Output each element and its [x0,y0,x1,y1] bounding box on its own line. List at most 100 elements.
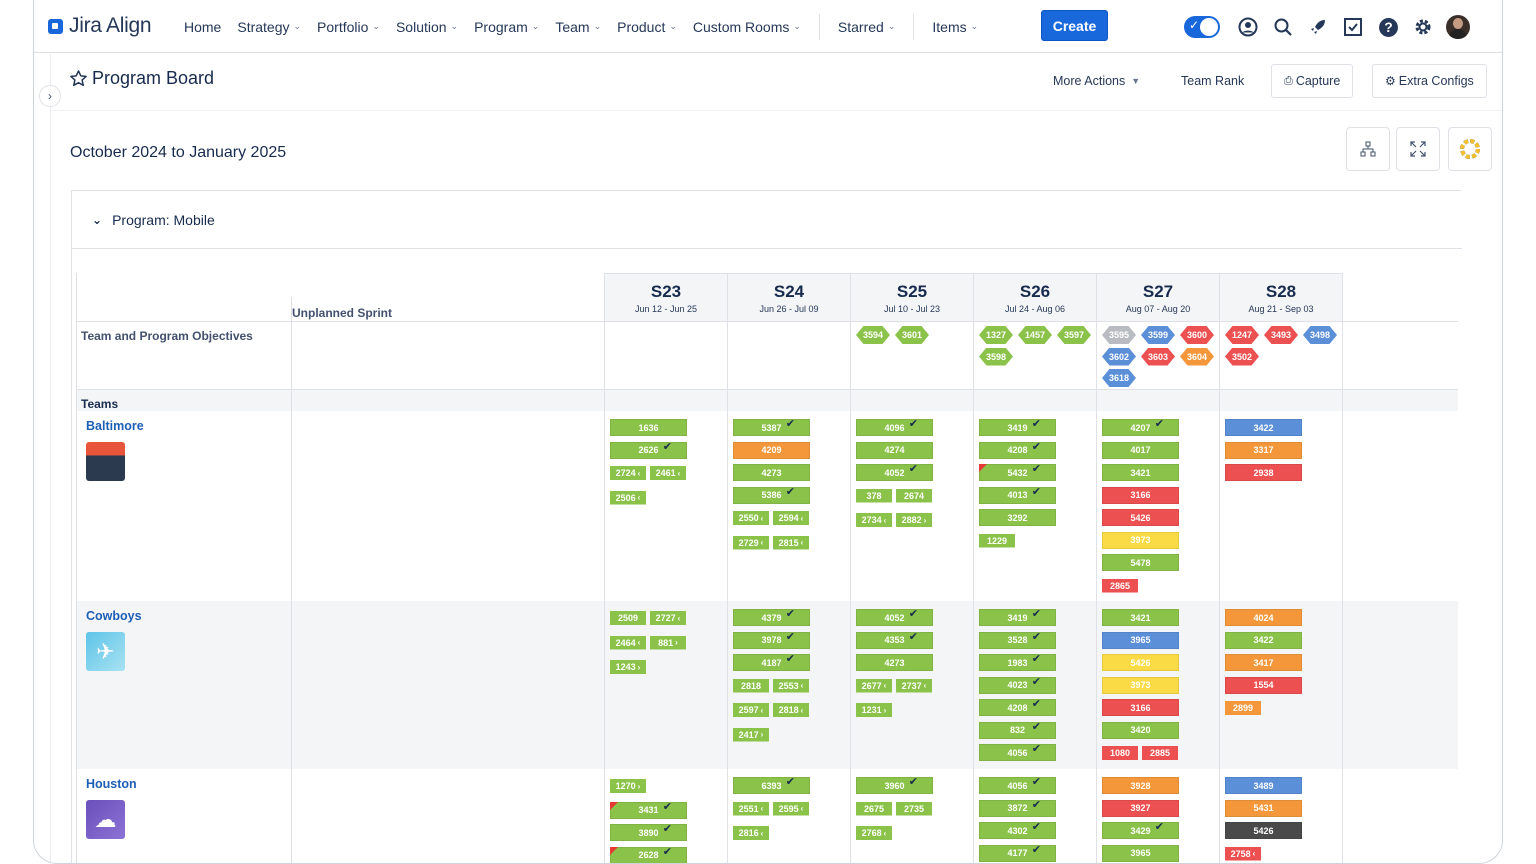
user-profile-icon[interactable] [1236,15,1260,39]
feature-card[interactable]: 3965 [1102,631,1179,649]
capture-button[interactable]: ⎙ Capture [1271,64,1354,98]
objective-badge[interactable]: 1327 [979,326,1013,344]
nav-solution[interactable]: Solution ⌄ [396,19,458,35]
feature-card[interactable]: 2628 ✔ [610,846,687,863]
feature-card[interactable]: 3528 ✔ [979,631,1056,649]
team-name-cowboys[interactable]: Cowboys [86,609,142,623]
dependency-badge[interactable]: 2729 ‹ [733,535,769,550]
team-rank-button[interactable]: Team Rank [1181,64,1244,98]
chevron-down-icon[interactable]: ⌄ [92,212,103,227]
feature-card[interactable]: 4207 ✔ [1102,418,1179,436]
feature-card[interactable]: 4023 ✔ [979,676,1056,694]
objective-badge[interactable]: 3598 [979,347,1013,366]
objective-badge[interactable]: 3602 [1102,347,1136,366]
fullscreen-button[interactable] [1396,127,1440,171]
objective-badge[interactable]: 3599 [1141,326,1175,344]
feature-card[interactable]: 3978 ✔ [733,631,810,649]
objective-badge[interactable]: 3604 [1180,347,1214,366]
feature-card[interactable]: 5431 [1225,799,1302,817]
objective-badge[interactable]: 3600 [1180,326,1214,344]
team-name-houston[interactable]: Houston [86,777,137,791]
feature-card[interactable]: 4209 [733,441,810,459]
feature-card[interactable]: 4013 ✔ [979,486,1056,504]
dependency-badge[interactable]: 2553 ‹ [773,678,809,693]
feature-card[interactable]: 3421 [1102,609,1179,626]
feature-card[interactable]: 3166 [1102,699,1179,716]
feature-card[interactable]: 5432 ✔ [979,463,1056,481]
search-icon[interactable] [1271,15,1295,39]
nav-strategy[interactable]: Strategy ⌄ [237,19,301,35]
feature-card[interactable]: 1983 ✔ [979,653,1056,671]
dependency-badge[interactable]: 2595 ‹ [773,801,809,816]
feature-card[interactable]: 4024 [1225,609,1302,626]
objective-badge[interactable]: 3493 [1264,326,1298,344]
jira-align-logo[interactable]: Jira Align [48,14,152,38]
feature-card[interactable]: 3292 [979,509,1056,526]
dependency-badge[interactable]: 2727 ‹ [650,611,686,625]
feature-card[interactable]: 4056 ✔ [979,743,1056,761]
dependency-badge[interactable]: 2768 ‹ [856,826,892,840]
feature-card[interactable]: 4052 ✔ [856,463,933,481]
dependency-badge[interactable]: 2551 ‹ [733,801,769,816]
dependency-badge[interactable]: 2737 ‹ [896,678,932,693]
feature-card[interactable]: 5426 [1102,654,1179,671]
feature-card[interactable]: 4177 ✔ [979,844,1056,862]
feature-card[interactable]: 1554 [1225,676,1302,694]
theme-toggle[interactable]: ✓ [1184,16,1220,38]
feature-card[interactable]: 5426 [1225,822,1302,839]
feature-card[interactable]: 3429 ✔ [1102,821,1179,839]
feature-card[interactable]: 4052 ✔ [856,608,933,626]
feature-card[interactable]: 3928 [1102,777,1179,794]
feature-card[interactable]: 3317 [1225,441,1302,459]
nav-portfolio[interactable]: Portfolio ⌄ [317,19,380,35]
feature-card[interactable]: 4273 [733,464,810,481]
dependency-badge[interactable]: 1243 › [610,660,646,674]
team-name-baltimore[interactable]: Baltimore [86,419,144,433]
feature-card[interactable]: 4274 [856,441,933,459]
nav-product[interactable]: Product ⌄ [617,19,677,35]
rocket-icon[interactable] [1306,15,1330,39]
dependency-badge[interactable]: 2724 ‹ [610,466,646,480]
dependency-badge[interactable]: 2594 ‹ [773,511,809,525]
dependency-badge[interactable]: 378 [856,488,892,503]
feature-card[interactable]: 4208 ✔ [979,441,1056,459]
feature-card[interactable]: 3431 ✔ [610,801,687,819]
avatar[interactable] [1446,15,1470,39]
dependency-badge[interactable]: 2677 ‹ [856,678,892,693]
objective-badge[interactable]: 1247 [1225,326,1259,344]
dependency-badge[interactable]: 2509 [610,611,646,625]
feature-card[interactable]: 5478 [1102,554,1179,571]
feature-card[interactable]: 3489 [1225,777,1302,794]
nav-program[interactable]: Program ⌄ [474,19,539,35]
nav-home[interactable]: Home [184,19,221,35]
feature-card[interactable]: 3890 ✔ [610,823,687,841]
dependency-badge[interactable]: 1229 [979,533,1015,548]
objective-badge[interactable]: 1457 [1018,326,1052,344]
feature-card[interactable]: 4096 ✔ [856,418,933,436]
feature-card[interactable]: 3166 [1102,486,1179,504]
dependency-badge[interactable]: 2550 ‹ [733,511,769,525]
dependency-badge[interactable]: 2734 ‹ [856,513,892,527]
dependency-badge[interactable]: 2865 [1102,578,1138,593]
dependency-badge[interactable]: 2818 [733,678,769,693]
dependency-badge[interactable]: 2675 [856,801,892,816]
nav-items[interactable]: Items ⌄ [932,19,978,35]
feature-card[interactable]: 3420 [1102,721,1179,739]
feature-card[interactable]: 5426 [1102,509,1179,526]
extra-configs-button[interactable]: ⚙ Extra Configs [1372,64,1487,98]
feature-card[interactable]: 3419 ✔ [979,608,1056,626]
create-button[interactable]: Create [1041,10,1108,41]
feature-card[interactable]: 3419 ✔ [979,418,1056,436]
feature-card[interactable]: 3422 [1225,419,1302,436]
feature-card[interactable]: 1636 [610,419,687,436]
objective-badge[interactable]: 3603 [1141,347,1175,366]
dependency-badge[interactable]: 2885 [1142,746,1178,760]
dependency-badge[interactable]: 1231 › [856,703,892,717]
dependency-badge[interactable]: 881 › [650,635,686,650]
feature-card[interactable]: 4353 ✔ [856,631,933,649]
dependency-badge[interactable]: 1080 [1102,746,1138,760]
help-icon[interactable]: ? [1376,15,1400,39]
feature-card[interactable]: 3960 ✔ [856,776,933,794]
program-header[interactable]: ⌄ Program: Mobile [72,191,1462,249]
feature-card[interactable]: 3421 [1102,464,1179,481]
